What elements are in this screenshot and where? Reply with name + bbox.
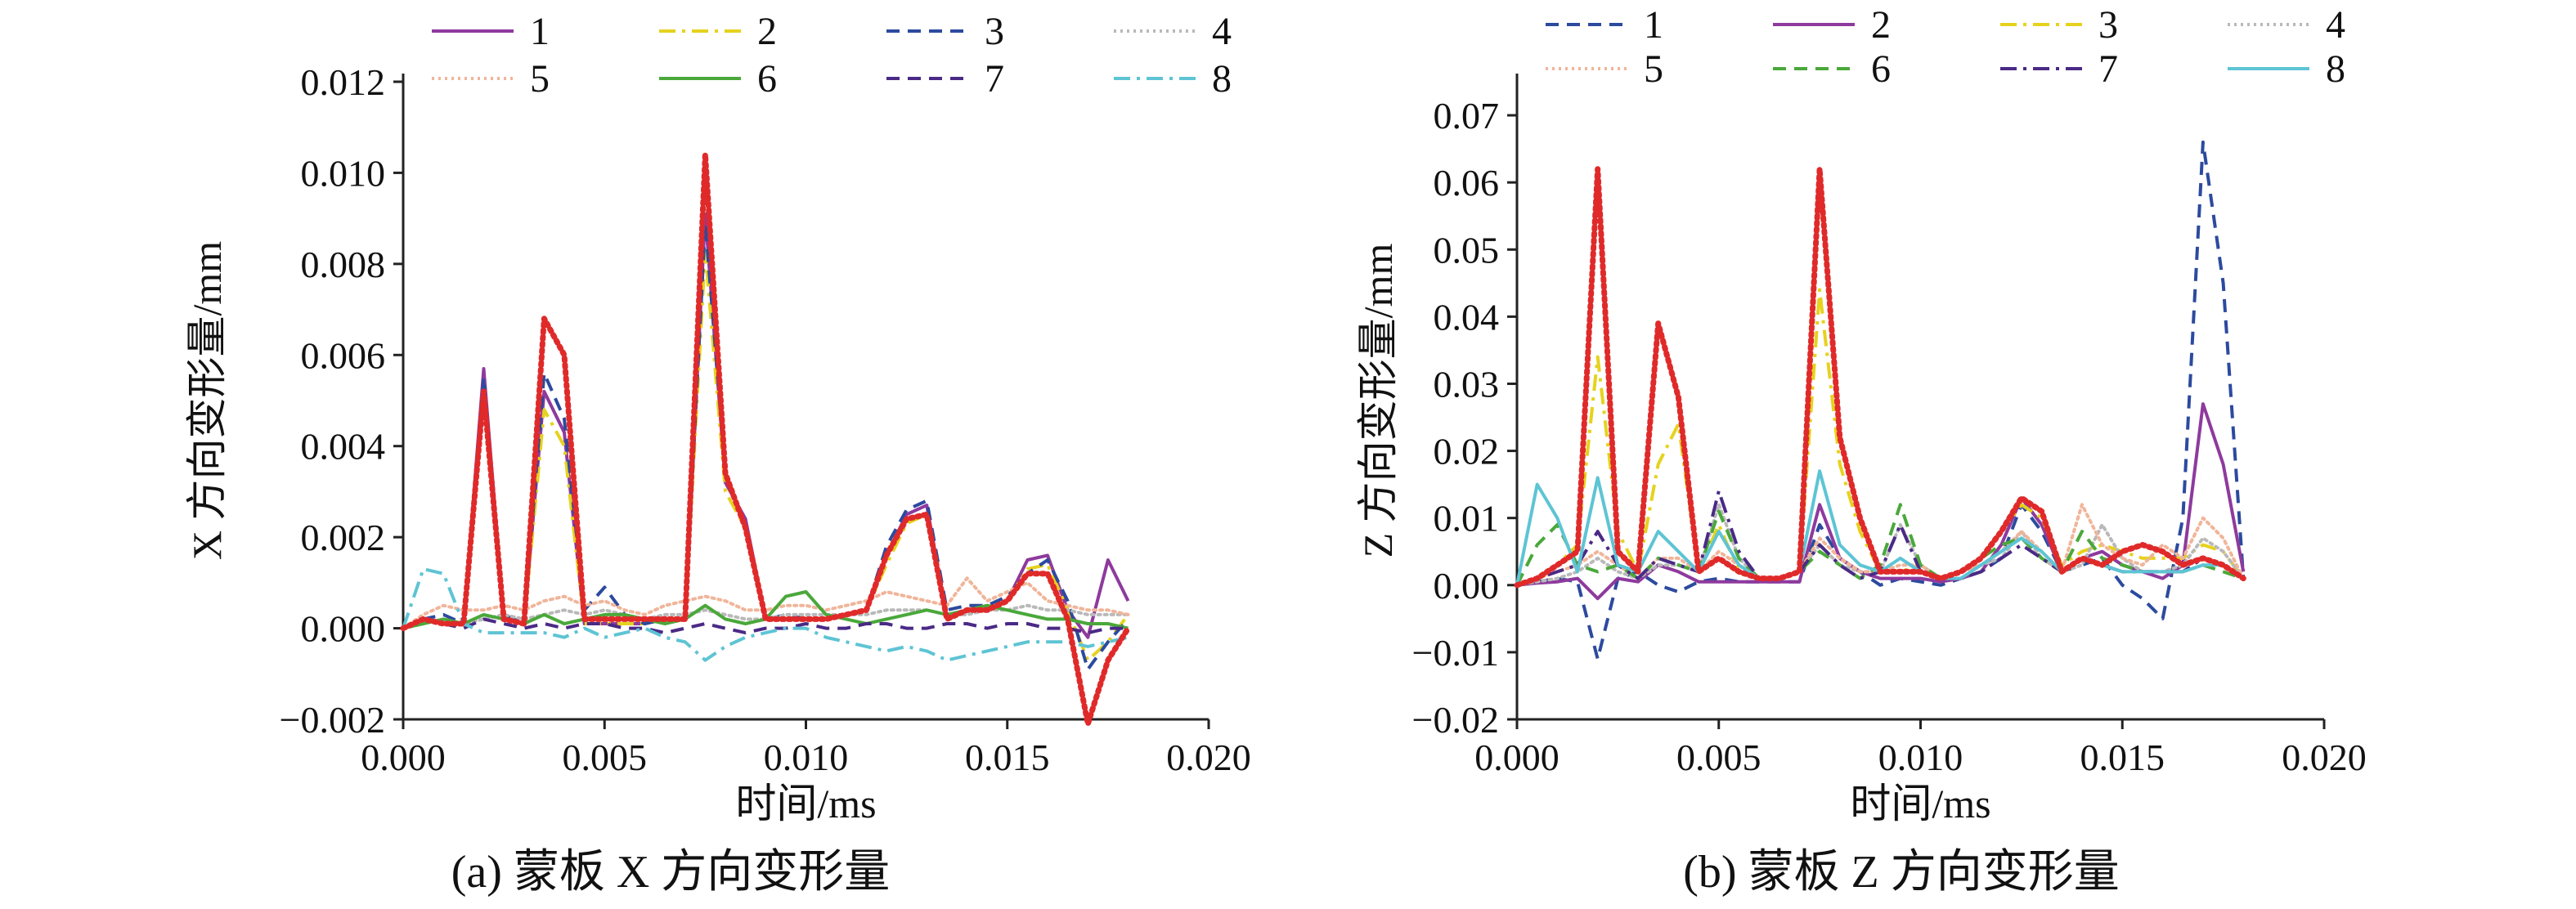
y-tick-label: 0.000 <box>301 608 386 650</box>
legend-label: 5 <box>1644 47 1663 91</box>
legend-label: 6 <box>1871 47 1891 91</box>
y-tick-label: 0.002 <box>301 517 386 558</box>
y-axis-title: Z 方向变形量/mm <box>1355 244 1401 558</box>
y-tick-label: 0.07 <box>1434 95 1500 137</box>
series-line-3 <box>1516 288 2245 587</box>
series-line-7 <box>402 617 1129 635</box>
chart-panel-a: −0.0020.0000.0020.0040.0060.0080.0100.01… <box>184 10 1251 826</box>
y-tick-label: −0.02 <box>1412 699 1499 741</box>
legend-label: 5 <box>530 57 550 101</box>
legend-label: 1 <box>1644 3 1663 47</box>
caption-a: (a) 蒙板 X 方向变形量 <box>451 847 891 898</box>
legend-label: 3 <box>985 10 1004 53</box>
y-axis-title: X 方向变形量/mm <box>184 241 230 560</box>
x-tick-label: 0.005 <box>1676 737 1761 778</box>
x-tick-label: 0.000 <box>361 737 446 778</box>
series-line-8 <box>402 567 1129 662</box>
y-tick-label: 0.01 <box>1434 498 1500 540</box>
caption-b: (b) 蒙板 Z 方向变形量 <box>1683 847 2120 898</box>
x-tick-label: 0.010 <box>764 737 849 778</box>
series-line-extra <box>1514 166 2246 589</box>
y-tick-label: 0.006 <box>301 334 386 376</box>
series-line-1 <box>402 212 1130 639</box>
series-line-1 <box>1516 140 2246 661</box>
y-tick-label: 0.00 <box>1434 565 1500 607</box>
y-tick-label: 0.02 <box>1434 431 1500 472</box>
legend-label: 4 <box>2326 3 2345 47</box>
legend-label: 7 <box>2098 47 2118 91</box>
legend-label: 2 <box>757 10 777 53</box>
y-tick-label: 0.06 <box>1434 162 1500 204</box>
x-tick-label: 0.010 <box>1878 737 1963 778</box>
y-tick-label: 0.012 <box>301 61 386 103</box>
legend-label: 6 <box>757 57 777 101</box>
x-axis-title: 时间/ms <box>1850 781 1990 826</box>
legend-label: 7 <box>985 57 1004 101</box>
x-tick-label: 0.020 <box>1166 737 1251 778</box>
legend-label: 8 <box>2326 47 2345 91</box>
legend-label: 4 <box>1212 10 1232 53</box>
series-line-extra <box>400 151 1131 728</box>
legend-label: 1 <box>530 10 550 53</box>
y-tick-label: −0.01 <box>1412 632 1499 674</box>
x-tick-label: 0.000 <box>1474 737 1560 778</box>
x-tick-label: 0.005 <box>563 737 648 778</box>
y-tick-label: 0.05 <box>1434 229 1500 271</box>
x-tick-label: 0.015 <box>965 737 1050 778</box>
series-line-3 <box>402 221 1130 671</box>
chart-panel-b: −0.02 −0.01 0.00 0.01 0.02 0.03 0.04 0.05 0.06 0.… <box>1355 3 2367 826</box>
legend-label: 2 <box>1871 3 1891 47</box>
y-tick-label: −0.002 <box>280 699 385 741</box>
y-tick-label: 0.04 <box>1434 296 1500 338</box>
y-tick-label: 0.008 <box>301 244 386 285</box>
x-axis-title: 时间/ms <box>735 781 876 826</box>
x-tick-label: 0.015 <box>2080 737 2165 778</box>
x-tick-label: 0.020 <box>2282 737 2367 778</box>
y-tick-label: 0.004 <box>301 426 386 468</box>
series-line-2 <box>402 249 1130 662</box>
legend-label: 3 <box>2098 3 2118 47</box>
y-tick-label: 0.010 <box>301 152 386 194</box>
legend-label: 8 <box>1212 57 1232 101</box>
y-tick-label: 0.03 <box>1434 363 1500 405</box>
